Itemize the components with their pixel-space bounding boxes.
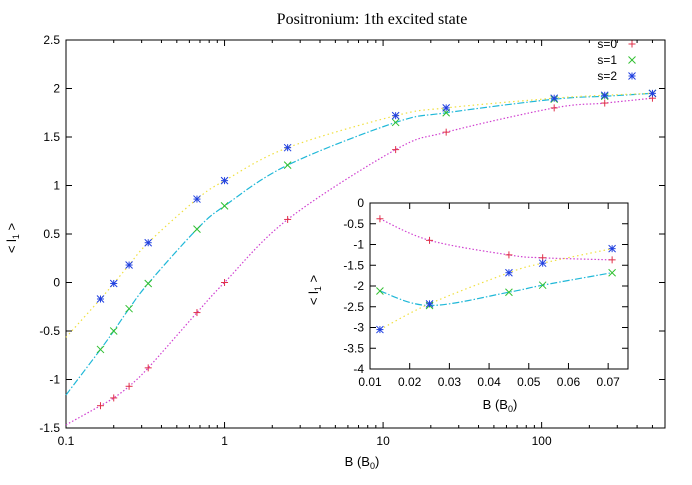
main-y-tick-label: 1 [53,179,60,193]
main-data-point-s=2 [391,111,400,120]
inset-y-tick-label: -3 [353,321,364,335]
main-data-point-s=2 [96,295,105,303]
main-data-point-s=0 [125,382,133,390]
main-data-point-s=2 [193,195,201,203]
main-data-point-s=2 [125,261,133,269]
inset-y-tick-label: -1.5 [343,258,364,272]
inset-data-point-s=0 [608,256,616,264]
inset-x-tick-label: 0.04 [477,375,501,389]
main-data-point-s=0 [601,99,609,107]
main-y-tick-label: 2 [53,82,60,96]
legend: s=0 s=1 s=2 [597,37,636,83]
inset-data-point-s=1 [505,288,513,297]
inset-x-tick-label: 0.06 [557,375,581,389]
main-data-point-s=0 [284,215,292,223]
inset-y-tick-label: -2.5 [343,300,364,314]
legend-label-s0: s=0 [597,37,617,51]
main-data-point-s=2 [220,176,229,185]
inset-data-point-s=2 [608,244,616,253]
legend-marker-s=0 [628,40,636,48]
legend-label-s2: s=2 [597,69,617,83]
main-data-point-s=0 [442,128,450,136]
main-y-tick-label: -0.5 [39,324,60,338]
inset-frame [369,202,629,370]
inset-data-point-s=2 [425,299,434,308]
main-data-point-s=0 [392,146,400,154]
main-y-tick-label: -1 [49,373,60,387]
inset-data-point-s=2 [538,259,547,268]
inset-data-point-s=0 [376,215,384,223]
main-data-points [96,89,657,410]
inset-x-tick-label: 0.01 [358,375,382,389]
main-data-point-s=1 [144,279,153,288]
inset-y-tick-label: -2 [353,279,364,293]
inset-data-points [376,215,616,334]
inset-fit-curve-s=1 [379,272,613,307]
inset-x-axis-label: B (B0) [483,397,518,414]
main-x-tick-label: 0.1 [58,434,75,448]
inset-axis-ticks: -4 -3.5 -3 -2.5 -2 -1.5 -1 -0.5 0 0.01 0.02 0.03 0.0… [343,196,628,389]
inset-chart: -4 -3.5 -3 -2.5 -2 -1.5 -1 -0.5 0 0.01 0.02 0.03 0.0… [306,196,629,414]
main-data-point-s=1 [96,345,105,354]
main-y-tick-label: 2.5 [43,33,60,47]
inset-data-point-s=1 [608,268,616,277]
inset-y-tick-label: -1 [353,238,364,252]
legend-label-s1: s=1 [597,53,617,67]
main-data-point-s=0 [110,394,118,402]
main-data-point-s=2 [109,279,118,288]
inset-data-point-s=0 [426,236,434,244]
inset-data-point-s=1 [376,287,384,295]
main-data-point-s=2 [144,238,153,247]
main-x-tick-label: 1 [221,434,228,448]
legend-marker-s=1 [628,56,636,64]
inset-y-tick-label: -3.5 [343,341,364,355]
inset-data-point-s=2 [376,325,384,334]
inset-data-point-s=1 [538,281,547,290]
main-data-point-s=2 [648,89,657,98]
main-y-tick-label: -1.5 [39,421,60,435]
main-data-point-s=2 [442,104,451,112]
x-axis-label: B (B0) [345,454,380,471]
main-data-point-s=0 [550,104,558,112]
inset-data-point-s=2 [505,268,513,277]
main-data-point-s=2 [283,143,292,152]
inset-x-tick-label: 0.03 [438,375,462,389]
main-data-point-s=0 [96,402,104,410]
inset-data-point-s=0 [505,251,513,259]
main-data-point-s=1 [283,161,292,169]
inset-x-tick-label: 0.05 [517,375,541,389]
main-data-point-s=1 [109,327,118,335]
main-data-point-s=1 [193,225,201,234]
main-data-point-s=0 [144,364,152,372]
inset-x-tick-label: 0.07 [596,375,620,389]
main-data-point-s=1 [220,202,229,210]
main-data-point-s=0 [221,279,229,286]
chart-title: Positronium: 1th excited state [277,11,468,28]
main-x-tick-label: 100 [532,434,552,448]
main-y-tick-label: 0 [53,276,60,290]
inset-y-axis-label: < l1 > [306,275,323,305]
main-data-point-s=2 [550,94,559,103]
main-y-tick-label: 0.5 [43,227,60,241]
inset-y-tick-label: -4 [353,362,364,376]
main-data-point-s=1 [125,304,133,313]
main-fit-curve-s=0 [65,97,653,426]
inset-fit-curve-s=2 [379,248,613,331]
y-axis-label: < l1 > [4,223,21,253]
legend-markers [628,40,636,80]
main-data-point-s=0 [193,309,201,317]
inset-x-tick-label: 0.02 [398,375,422,389]
main-y-tick-label: 1.5 [43,130,60,144]
main-axis-ticks: -1.5 -1 -0.5 0 0.5 1 1.5 2 2.5 0.1 1 10 100 [39,33,666,448]
main-x-tick-label: 10 [376,434,390,448]
main-data-point-s=1 [391,118,400,127]
inset-fit-curves [379,218,613,331]
inset-y-tick-label: -0.5 [343,217,364,231]
inset-y-tick-label: 0 [357,196,364,210]
inset-plot-area [369,202,629,370]
main-data-point-s=2 [600,91,609,100]
legend-marker-s=2 [628,72,636,80]
